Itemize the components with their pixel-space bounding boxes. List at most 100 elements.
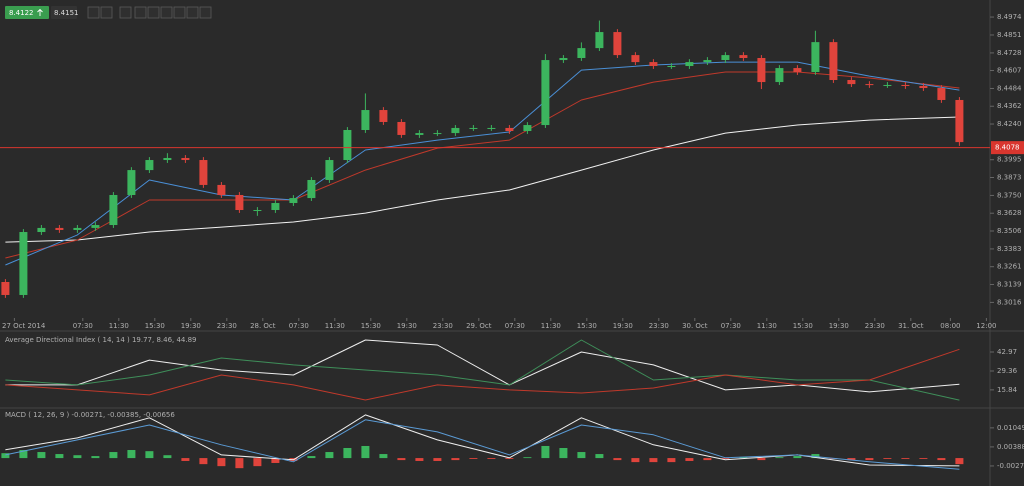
histogram-bar xyxy=(235,458,244,469)
x-tick-label: 28. Oct xyxy=(250,322,276,330)
histogram-bar xyxy=(901,458,910,459)
candle-body xyxy=(1,282,10,295)
histogram-bar xyxy=(325,452,334,459)
histogram-bar xyxy=(397,458,406,461)
zoom-in-button[interactable] xyxy=(87,6,100,19)
histogram-bar xyxy=(253,458,262,467)
candle-body xyxy=(703,60,712,63)
histogram-bar xyxy=(469,458,478,459)
fullscreen-button[interactable] xyxy=(199,6,212,19)
candle-body xyxy=(415,133,424,135)
current-price-box xyxy=(991,141,1024,155)
candle-body xyxy=(217,184,226,195)
indicator-line xyxy=(5,61,960,266)
y-tick-label: 8.4974 xyxy=(997,13,1022,21)
y-tick-label: 8.3016 xyxy=(997,298,1022,306)
candle-body xyxy=(775,68,784,83)
histogram-bar xyxy=(721,458,730,459)
x-tick-label: 12:00 xyxy=(976,322,996,330)
candle-body xyxy=(793,68,802,72)
x-tick-label: 15:30 xyxy=(793,322,813,330)
chart-type-button[interactable] xyxy=(134,6,147,19)
x-tick-label: 15:30 xyxy=(361,322,381,330)
y-tick-label: 8.4607 xyxy=(997,67,1022,75)
histogram-bar xyxy=(775,457,784,459)
candle-body xyxy=(109,194,118,226)
histogram-bar xyxy=(649,458,658,463)
histogram-bar xyxy=(505,458,514,459)
candle-body xyxy=(397,121,406,135)
trend-arrow xyxy=(37,8,43,16)
candle-body xyxy=(721,55,730,61)
y-tick-label: 8.3506 xyxy=(997,227,1022,235)
x-tick-label: 27 Oct 2014 xyxy=(2,322,46,330)
histogram-bar xyxy=(955,458,964,465)
histogram-bar xyxy=(559,448,568,459)
candle-body xyxy=(487,127,496,129)
x-tick-label: 11:30 xyxy=(109,322,129,330)
x-tick-label: 23:30 xyxy=(433,322,453,330)
candle-body xyxy=(829,42,838,81)
x-tick-label: 08:00 xyxy=(940,322,960,330)
ask-price: 8.4151 xyxy=(54,9,79,17)
candle-body xyxy=(541,60,550,126)
x-tick-label: 30. Oct xyxy=(682,322,708,330)
histogram-bar xyxy=(793,456,802,459)
histogram-bar xyxy=(361,445,370,459)
timeframe-button[interactable] xyxy=(119,6,132,19)
candle-body xyxy=(811,42,820,72)
indicator-line xyxy=(5,339,960,401)
candle-body xyxy=(253,210,262,212)
candle-body xyxy=(919,85,928,89)
histogram-bar xyxy=(271,458,280,463)
x-tick-label: 31. Oct xyxy=(898,322,924,330)
x-tick-label: 19:30 xyxy=(181,322,201,330)
histogram-bar xyxy=(19,450,28,459)
x-tick-label: 19:30 xyxy=(829,322,849,330)
candle-body xyxy=(649,62,658,67)
y-tick-label: 29.36 xyxy=(997,367,1018,375)
histogram-bar xyxy=(451,458,460,461)
y-tick-label: 8.3383 xyxy=(997,245,1022,253)
x-tick-label: 23:30 xyxy=(649,322,669,330)
zoom-out-button[interactable] xyxy=(100,6,113,19)
x-tick-label: 07:30 xyxy=(73,322,93,330)
indicator-line xyxy=(5,71,960,259)
settings-button[interactable] xyxy=(173,6,186,19)
histogram-bar xyxy=(199,458,208,465)
draw-button[interactable] xyxy=(160,6,173,19)
indicator-line xyxy=(5,348,960,401)
histogram-bar xyxy=(739,457,748,459)
histogram-bar xyxy=(415,458,424,461)
histogram-bar xyxy=(109,452,118,459)
current-price-label: 8.4078 xyxy=(995,144,1020,152)
histogram-bar xyxy=(217,458,226,467)
candle-body xyxy=(433,133,442,135)
candle-body xyxy=(55,227,64,230)
candle-body xyxy=(289,198,298,204)
histogram-bar xyxy=(145,451,154,459)
y-tick-label: 8.3750 xyxy=(997,191,1022,199)
candle-body xyxy=(307,179,316,199)
histogram-bar xyxy=(433,458,442,461)
histogram-bar xyxy=(847,458,856,461)
screenshot-button[interactable] xyxy=(186,6,199,19)
y-tick-label: 0.01049 xyxy=(997,424,1024,432)
x-tick-label: 07:30 xyxy=(505,322,525,330)
histogram-bar xyxy=(127,450,136,459)
candle-body xyxy=(181,157,190,161)
y-tick-label: 8.4851 xyxy=(997,31,1022,39)
candle-body xyxy=(523,125,532,132)
bid-price: 8.4122 xyxy=(9,9,34,17)
x-tick-label: 07:30 xyxy=(721,322,741,330)
indicator-button[interactable] xyxy=(147,6,160,19)
x-tick-label: 29. Oct xyxy=(466,322,492,330)
histogram-bar xyxy=(577,452,586,459)
y-tick-label: -0.00273 xyxy=(997,462,1024,470)
histogram-bar xyxy=(685,458,694,461)
candle-body xyxy=(865,84,874,86)
histogram-bar xyxy=(73,455,82,459)
candle-body xyxy=(937,88,946,100)
candle-body xyxy=(685,62,694,67)
histogram-bar xyxy=(91,456,100,459)
